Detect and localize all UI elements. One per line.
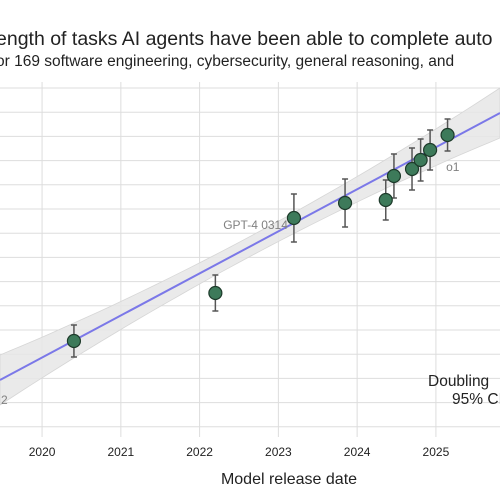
data-point	[386, 168, 402, 184]
data-point	[440, 127, 455, 143]
data-point	[422, 142, 438, 158]
point-label: o1	[446, 160, 460, 174]
grid	[0, 82, 500, 437]
chart-title: ength of tasks AI agents have been able …	[0, 28, 493, 50]
chart-subtitle: or 169 software engineering, cybersecuri…	[0, 53, 454, 70]
x-tick-label: 2021	[107, 445, 134, 459]
x-tick-label: 2020	[29, 445, 56, 459]
data-point	[208, 285, 223, 301]
x-tick-label: 2023	[265, 445, 292, 459]
plot-area: 2 GPT-4 0314 o1	[0, 82, 500, 437]
point-label: GPT-4 0314	[223, 218, 288, 232]
data-point	[404, 161, 420, 177]
data-points	[66, 127, 455, 349]
annotation-doubling: Doubling	[428, 373, 489, 390]
data-point	[337, 195, 353, 211]
data-point	[413, 152, 428, 168]
x-axis-label: Model release date	[221, 471, 357, 488]
x-tick-label: 2024	[344, 445, 371, 459]
x-tick-label: 2022	[186, 445, 213, 459]
annotation-ci: 95% CI	[452, 391, 500, 408]
data-point	[378, 192, 393, 208]
data-point	[286, 210, 302, 226]
point-label: 2	[1, 393, 8, 407]
data-point	[66, 333, 82, 349]
point-labels: 2 GPT-4 0314 o1	[1, 160, 460, 407]
x-tick-label: 2025	[423, 445, 450, 459]
x-axis-ticks: 2020 2021 2022 2023 2024 2025	[29, 445, 450, 459]
